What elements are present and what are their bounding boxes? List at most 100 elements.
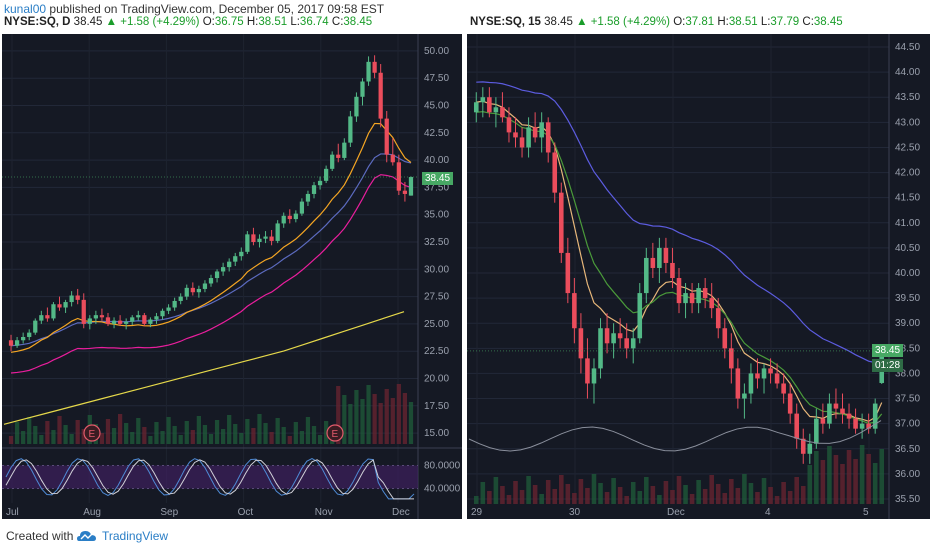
candle-body <box>676 278 682 304</box>
volume-bar <box>172 426 177 444</box>
candle-body <box>866 423 871 429</box>
volume-bar <box>293 422 298 444</box>
daily-chart-svg[interactable]: 50.00 47.50 45.00 42.50 40.00 37.50 35.00 32.50… <box>2 34 462 519</box>
candle-body <box>190 287 195 293</box>
candle-body <box>81 299 86 324</box>
candle-body <box>172 300 177 308</box>
stoch-k-line <box>5 458 415 500</box>
y-tick-label: 38.00 <box>895 368 920 379</box>
candle-body <box>245 234 250 252</box>
candle-body <box>493 107 499 113</box>
tradingview-brand[interactable]: TradingView <box>102 529 169 543</box>
candle-body <box>354 96 359 117</box>
left-symbol[interactable]: NYSE:SQ, D <box>4 16 71 28</box>
x-tick-label: Oct <box>238 507 254 518</box>
candle-body <box>519 137 525 148</box>
candle-body <box>853 418 858 429</box>
candle-body <box>69 295 74 303</box>
volume-bar <box>227 415 232 444</box>
volume-bar <box>390 398 395 444</box>
candle-body <box>833 403 839 409</box>
intraday-chart-pane[interactable]: 44.50 44.00 43.50 43.00 42.50 42.00 41.50 41.00… <box>467 34 930 519</box>
volume-bar <box>729 479 734 504</box>
candle-body <box>787 393 793 414</box>
volume-bar <box>637 491 643 504</box>
volume-bar <box>670 490 675 504</box>
candle-body <box>748 373 754 394</box>
left-ohlc-legend: NYSE:SQ, D 38.45 ▲ +1.58 (+4.29%) O:36.7… <box>4 16 373 28</box>
volume-bar <box>807 465 813 504</box>
intraday-chart-svg[interactable]: 44.50 44.00 43.50 43.00 42.50 42.00 41.50 41.00… <box>467 34 930 519</box>
candle-body <box>75 295 80 300</box>
candle-body <box>663 247 669 263</box>
y-tick-label: 41.00 <box>895 218 920 229</box>
y-tick-label: 36.00 <box>895 469 920 480</box>
candle-body <box>233 256 238 262</box>
volume-bar <box>14 422 20 444</box>
volume-bar <box>408 402 414 444</box>
left-price-tag: 38.45 <box>422 172 454 185</box>
volume-bar <box>872 463 878 504</box>
volume-bar <box>8 436 14 444</box>
candle-body <box>390 154 395 163</box>
candle-body <box>408 177 414 196</box>
candle-body <box>500 107 505 118</box>
volume-bar <box>305 417 311 444</box>
volume-bar <box>263 423 268 444</box>
sma-200-line <box>3 311 405 425</box>
candle-body <box>513 132 518 138</box>
candle-body <box>637 293 643 339</box>
candle-body <box>305 193 311 202</box>
sma-blue-line <box>476 81 882 364</box>
candle-body <box>251 234 256 242</box>
volume-bar <box>617 487 623 504</box>
volume-bar <box>196 416 202 444</box>
candle-body <box>709 298 714 309</box>
volume-bar <box>820 460 826 504</box>
candle-body <box>840 408 845 414</box>
candle-body <box>473 102 479 113</box>
volume-bar <box>827 446 832 504</box>
volume-bar <box>208 434 214 444</box>
volume-bar <box>657 495 662 504</box>
candle-body <box>87 318 92 324</box>
volume-bar <box>630 482 636 504</box>
candle-body <box>227 261 232 268</box>
username-link[interactable]: kunal00 <box>4 2 47 16</box>
volume-bar <box>202 425 208 444</box>
volume-bar <box>117 414 123 444</box>
volume-bar <box>257 414 262 444</box>
right-last: 38.45 <box>544 16 573 28</box>
candle-body <box>604 328 610 344</box>
candle-body <box>532 127 538 138</box>
volume-bar <box>558 475 564 504</box>
volume-bar <box>299 431 305 444</box>
volume-bar <box>513 481 518 504</box>
volume-bar <box>526 476 531 504</box>
volume-bar <box>269 432 274 444</box>
y-tick-label: 35.00 <box>424 210 449 221</box>
right-symbol[interactable]: NYSE:SQ, 15 <box>470 16 541 28</box>
candle-body <box>293 213 298 220</box>
volume-bar <box>506 495 512 504</box>
candle-body <box>33 320 38 333</box>
candle-body <box>148 319 153 324</box>
candle-body <box>742 393 747 399</box>
volume-bar <box>611 478 616 504</box>
volume-bar <box>33 426 38 444</box>
volume-bar <box>624 496 629 504</box>
candle-body <box>781 383 786 394</box>
volume-bar <box>644 477 649 504</box>
volume-bar <box>45 421 50 444</box>
x-tick-label: Dec <box>667 507 685 518</box>
volume-bar <box>650 486 656 504</box>
y-tick-label: 40.00 <box>895 268 920 279</box>
volume-bar <box>27 417 32 444</box>
left-open: 36.75 <box>214 16 244 28</box>
x-tick-label: 5 <box>863 507 869 518</box>
candle-body <box>220 267 226 272</box>
volume-bar <box>378 403 383 444</box>
volume-bar <box>336 386 341 444</box>
volume-bar <box>178 435 183 444</box>
daily-chart-pane[interactable]: 50.00 47.50 45.00 42.50 40.00 37.50 35.00 32.50… <box>2 34 462 519</box>
